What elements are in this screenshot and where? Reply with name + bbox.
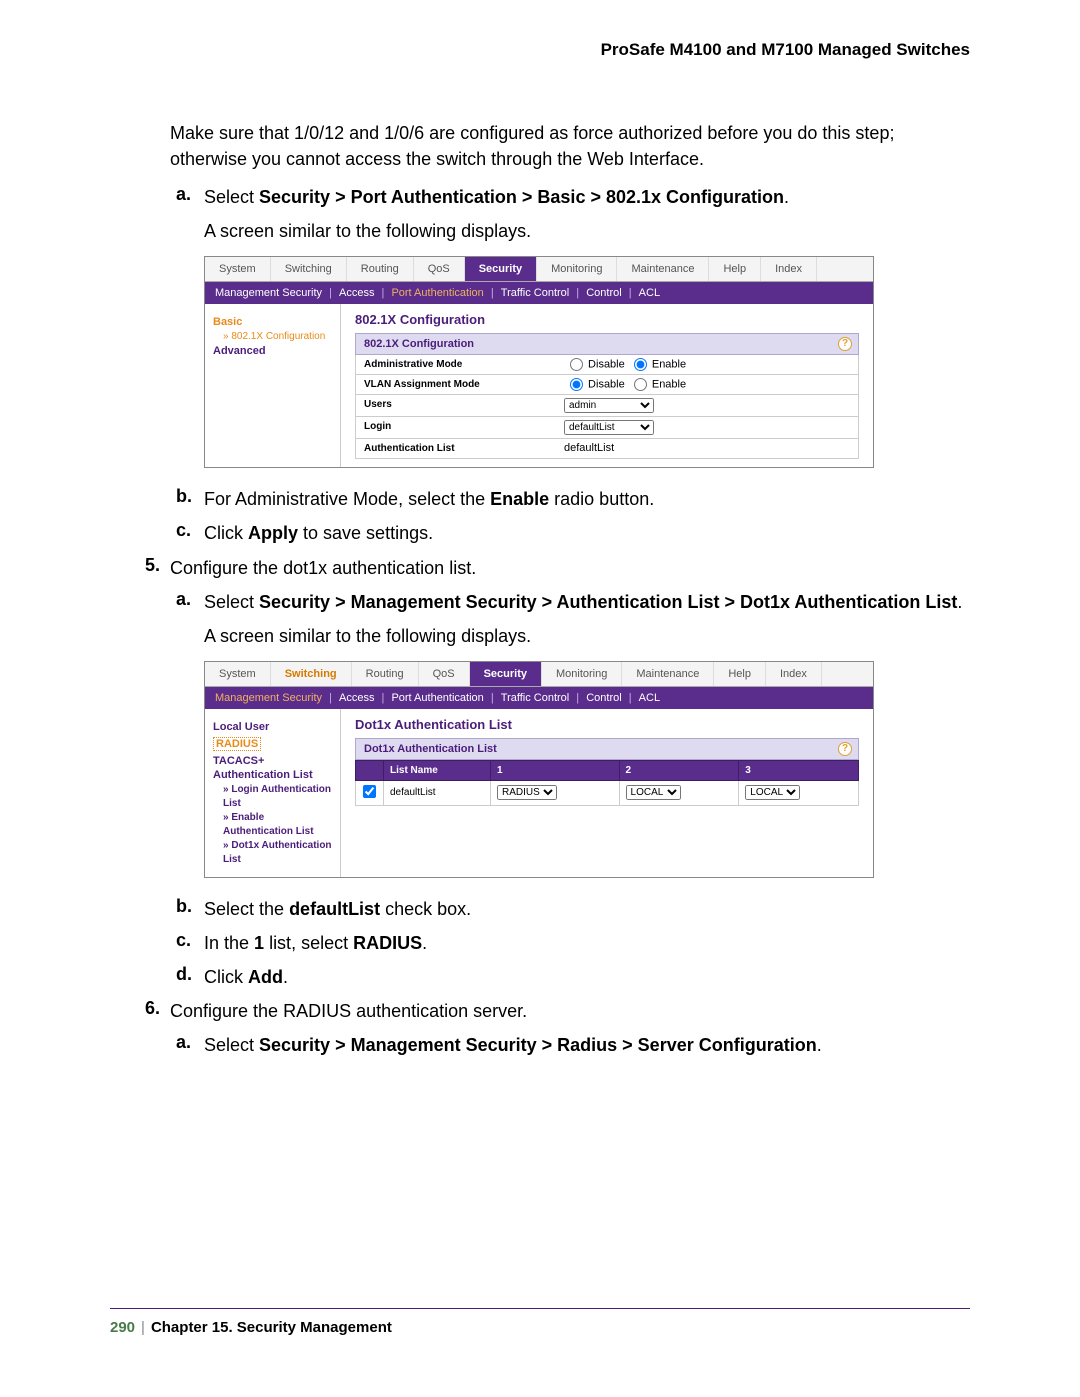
nav-tab-maintenance[interactable]: Maintenance [617, 257, 709, 281]
step-4a: Select Security > Port Authentication > … [204, 184, 970, 210]
side-8021x-config[interactable]: » 802.1X Configuration [223, 330, 332, 343]
screenshot-dot1x-list: SystemSwitchingRoutingQoSSecurityMonitor… [204, 661, 874, 878]
nav-tab-index[interactable]: Index [766, 662, 822, 686]
shot1-subnav: Management Security | Access | Port Auth… [205, 282, 873, 304]
shot1-title: 802.1X Configuration [355, 312, 859, 327]
radio-enable[interactable] [634, 358, 647, 371]
shot1-sidebar: Basic » 802.1X Configuration Advanced [205, 304, 341, 467]
page-header: ProSafe M4100 and M7100 Managed Switches [110, 40, 970, 60]
col3-select[interactable]: LOCAL [745, 785, 800, 800]
shot1-tabs: SystemSwitchingRoutingQoSSecurityMonitor… [205, 257, 873, 282]
screenshot-802-1x: SystemSwitchingRoutingQoSSecurityMonitor… [204, 256, 874, 468]
marker-6: 6. [136, 998, 170, 1024]
step-5c: In the 1 list, select RADIUS. [204, 930, 970, 956]
shot2-tabs: SystemSwitchingRoutingQoSSecurityMonitor… [205, 662, 873, 687]
shot2-subnav: Management Security | Access | Port Auth… [205, 687, 873, 709]
nav-tab-qos[interactable]: QoS [419, 662, 470, 686]
col1-select[interactable]: RADIUS [497, 785, 557, 800]
shot2-panel-bar: Dot1x Authentication List ? [355, 738, 859, 760]
nav-tab-index[interactable]: Index [761, 257, 817, 281]
nav-tab-monitoring[interactable]: Monitoring [542, 662, 622, 686]
step-6a: Select Security > Management Security > … [204, 1032, 970, 1058]
nav-tab-maintenance[interactable]: Maintenance [622, 662, 714, 686]
page-footer: 290|Chapter 15. Security Management [110, 1309, 970, 1336]
marker-c: c. [170, 520, 204, 546]
radio-enable[interactable] [634, 378, 647, 391]
side-advanced[interactable]: Advanced [213, 345, 332, 357]
marker-5a: a. [170, 589, 204, 615]
help-icon[interactable]: ? [838, 337, 852, 351]
nav-tab-help[interactable]: Help [714, 662, 766, 686]
col2-select[interactable]: LOCAL [626, 785, 681, 800]
nav-tab-routing[interactable]: Routing [347, 257, 414, 281]
nav-tab-routing[interactable]: Routing [352, 662, 419, 686]
side-tacacs+[interactable]: TACACS+ [213, 755, 332, 767]
step-6: Configure the RADIUS authentication serv… [170, 998, 970, 1024]
side-authentication-list[interactable]: Authentication List [213, 769, 332, 781]
login-select[interactable]: defaultList [564, 420, 654, 435]
shot2-sidebar: Local User RADIUS TACACS+ Authentication Li… [205, 709, 341, 877]
nav-tab-system[interactable]: System [205, 257, 271, 281]
intro-text: Make sure that 1/0/12 and 1/0/6 are conf… [170, 120, 970, 172]
nav-tab-monitoring[interactable]: Monitoring [537, 257, 617, 281]
shot2-title: Dot1x Authentication List [355, 717, 859, 732]
step-4c: Click Apply to save settings. [204, 520, 970, 546]
shot1-panel-bar: 802.1X Configuration ? [355, 333, 859, 355]
step-4a-sub: A screen similar to the following displa… [204, 218, 970, 244]
side-local-user[interactable]: Local User [213, 721, 332, 733]
step-5d: Click Add. [204, 964, 970, 990]
side-radius[interactable]: RADIUS [213, 737, 261, 751]
step-4b: For Administrative Mode, select the Enab… [204, 486, 970, 512]
nav-tab-qos[interactable]: QoS [414, 257, 465, 281]
nav-tab-system[interactable]: System [205, 662, 271, 686]
nav-tab-help[interactable]: Help [709, 257, 761, 281]
marker-5: 5. [136, 555, 170, 581]
step-5a: Select Security > Management Security > … [204, 589, 970, 615]
users-select[interactable]: admin [564, 398, 654, 413]
nav-tab-security[interactable]: Security [465, 257, 537, 281]
list-checkbox[interactable] [363, 785, 376, 798]
marker-b: b. [170, 486, 204, 512]
radio-disable[interactable] [570, 358, 583, 371]
marker-a: a. [170, 184, 204, 210]
nav-tab-security[interactable]: Security [470, 662, 542, 686]
radio-disable[interactable] [570, 378, 583, 391]
nav-tab-switching[interactable]: Switching [271, 662, 352, 686]
side-basic[interactable]: Basic [213, 316, 332, 328]
step-5b: Select the defaultList check box. [204, 896, 970, 922]
nav-tab-switching[interactable]: Switching [271, 257, 347, 281]
auth-list-table: List Name123 defaultListRADIUSLOCALLOCAL [355, 760, 859, 806]
step-5a-sub: A screen similar to the following displa… [204, 623, 970, 649]
help-icon[interactable]: ? [838, 742, 852, 756]
step-5: Configure the dot1x authentication list. [170, 555, 970, 581]
